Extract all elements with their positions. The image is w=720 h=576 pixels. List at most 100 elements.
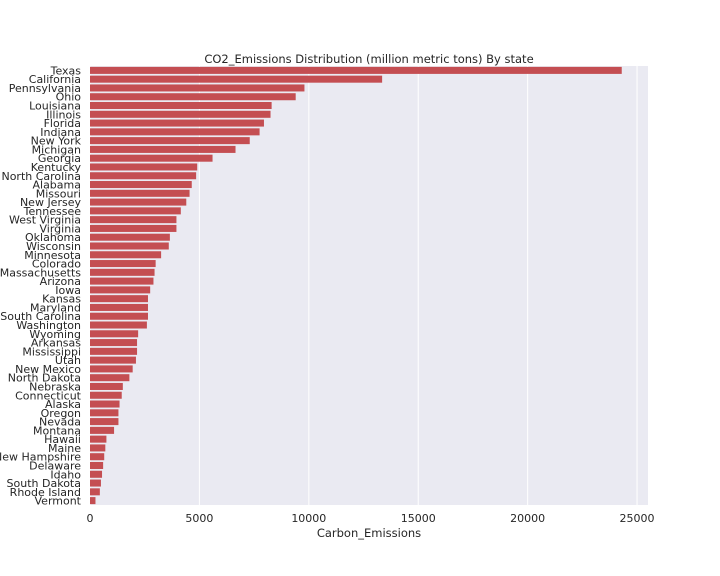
bar xyxy=(90,75,383,83)
bar xyxy=(90,207,181,215)
bar xyxy=(90,101,272,110)
x-axis-label: Carbon_Emissions xyxy=(317,526,421,540)
y-tick-label: Iowa xyxy=(55,284,81,297)
bar xyxy=(90,303,148,311)
bar xyxy=(90,382,123,390)
y-tick-labels: TexasCaliforniaPennsylvaniaOhioLouisiana… xyxy=(0,64,82,507)
y-tick-label: Illinois xyxy=(46,108,81,121)
bar xyxy=(90,347,138,355)
y-tick-label: Washington xyxy=(16,319,81,332)
y-tick-label: Alaska xyxy=(45,398,81,411)
x-tick-label: 15000 xyxy=(401,512,436,525)
y-tick-label: New Jersey xyxy=(20,196,82,209)
bar xyxy=(90,189,190,197)
bar xyxy=(90,426,115,434)
y-tick-label: Massachusetts xyxy=(0,266,81,279)
bar xyxy=(90,260,156,268)
bar xyxy=(90,312,148,320)
y-tick-label: Hawaii xyxy=(44,433,81,446)
bar xyxy=(90,365,133,373)
y-tick-label: Wisconsin xyxy=(26,240,81,253)
y-tick-label: Michigan xyxy=(32,143,81,156)
bar xyxy=(90,497,96,505)
y-tick-label: California xyxy=(29,73,81,86)
bar xyxy=(90,233,170,241)
y-tick-label: Arizona xyxy=(40,275,81,288)
x-tick-label: 10000 xyxy=(291,512,326,525)
bar xyxy=(90,409,119,417)
y-tick-label: Virginia xyxy=(40,222,81,235)
y-tick-label: Texas xyxy=(50,64,82,77)
bar xyxy=(90,374,130,382)
y-tick-label: South Carolina xyxy=(0,310,81,323)
y-tick-label: Delaware xyxy=(29,459,81,472)
bar xyxy=(90,321,147,329)
y-tick-label: Utah xyxy=(55,354,81,367)
bar xyxy=(90,418,119,426)
bar xyxy=(90,154,213,162)
x-tick-label: 0 xyxy=(87,512,94,525)
bar xyxy=(90,488,100,496)
bar xyxy=(90,400,120,408)
y-tick-label: Rhode Island xyxy=(10,486,81,499)
bar xyxy=(90,391,122,399)
y-tick-label: Connecticut xyxy=(15,389,82,402)
y-tick-label: Nebraska xyxy=(29,380,81,393)
y-tick-label: West Virginia xyxy=(9,214,81,227)
y-tick-label: South Dakota xyxy=(7,477,81,490)
y-tick-label: Oklahoma xyxy=(25,231,81,244)
y-tick-label: Minnesota xyxy=(24,249,81,262)
bar xyxy=(90,224,177,232)
bar xyxy=(90,137,250,145)
bar xyxy=(90,119,264,127)
bar xyxy=(90,444,106,452)
bar xyxy=(90,470,103,478)
chart-title: CO2_Emissions Distribution (million metr… xyxy=(204,52,533,66)
y-tick-label: Oregon xyxy=(41,407,81,420)
y-tick-label: Colorado xyxy=(32,258,81,271)
y-tick-label: Tennessee xyxy=(23,205,82,218)
bar xyxy=(90,286,151,294)
y-tick-label: Mississippi xyxy=(22,345,81,358)
bar xyxy=(90,66,622,74)
y-tick-label: Montana xyxy=(33,424,81,437)
bar xyxy=(90,339,138,347)
bar xyxy=(90,435,107,443)
y-tick-label: Vermont xyxy=(35,495,82,508)
y-tick-label: Arkansas xyxy=(31,337,81,350)
bar xyxy=(90,216,177,224)
bar xyxy=(90,251,162,259)
y-tick-label: Missouri xyxy=(36,187,81,200)
bar xyxy=(90,93,296,101)
y-tick-label: Maine xyxy=(48,442,81,455)
bar xyxy=(90,268,155,276)
bar xyxy=(90,356,136,364)
y-tick-label: New Mexico xyxy=(15,363,81,376)
y-tick-label: Kansas xyxy=(42,293,81,306)
bar xyxy=(90,295,148,303)
bar xyxy=(90,181,192,189)
bar xyxy=(90,163,198,171)
bars xyxy=(90,66,622,505)
bar xyxy=(90,172,197,180)
x-tick-label: 25000 xyxy=(620,512,655,525)
bar xyxy=(90,453,105,461)
y-tick-label: Idaho xyxy=(50,468,81,481)
y-tick-label: Maryland xyxy=(30,301,81,314)
y-tick-label: Alabama xyxy=(32,179,81,192)
bar xyxy=(90,84,305,92)
y-tick-label: Wyoming xyxy=(29,328,81,341)
bar xyxy=(90,479,101,487)
bar xyxy=(90,128,260,136)
bar xyxy=(90,110,271,118)
y-tick-label: Nevada xyxy=(39,416,81,429)
bar xyxy=(90,330,139,338)
bar xyxy=(90,198,187,206)
y-tick-label: New Hampshire xyxy=(0,451,81,464)
bar xyxy=(90,145,236,153)
bar xyxy=(90,242,169,250)
bar xyxy=(90,277,154,285)
y-tick-label: North Dakota xyxy=(8,372,81,385)
y-tick-label: Indiana xyxy=(40,126,81,139)
